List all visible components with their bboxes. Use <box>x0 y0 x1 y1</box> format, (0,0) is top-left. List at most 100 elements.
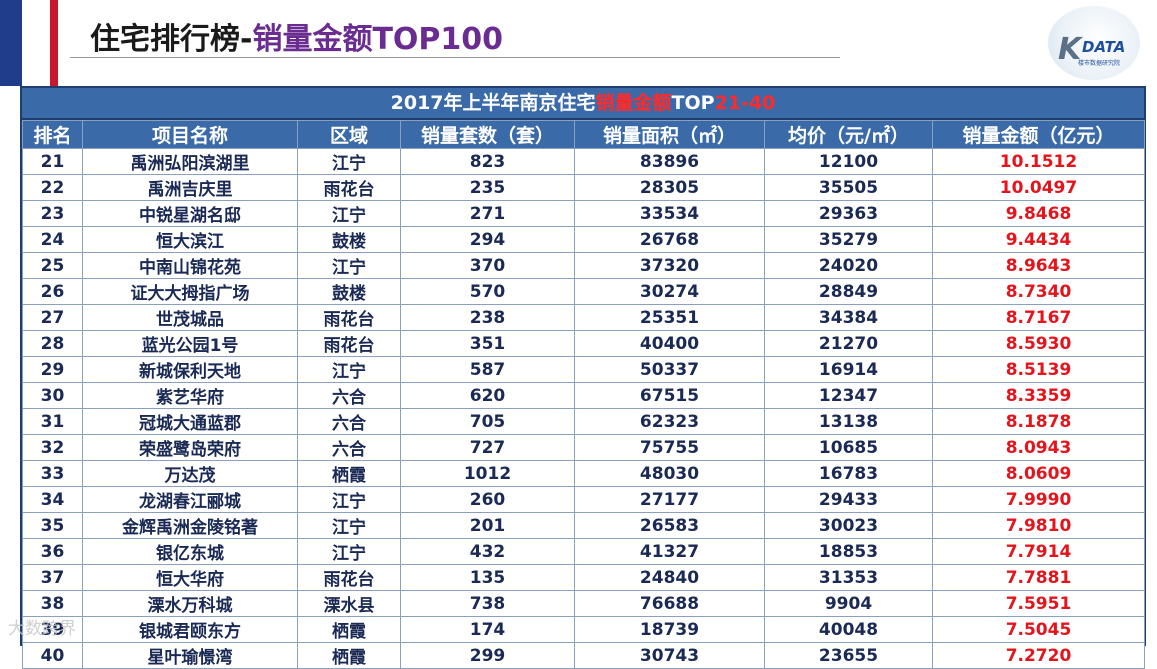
column-header-avg-price: 均价（元/㎡） <box>764 120 933 149</box>
cell-area-sold: 75755 <box>574 434 765 461</box>
cell-project-name: 禹洲弘阳滨湖里 <box>82 148 298 175</box>
cell-area-sold: 26583 <box>574 512 765 539</box>
ranking-table: 排名 项目名称 区域 销量套数（套） 销量面积（㎡） 均价（元/㎡） 销量金额（亿元） 21… <box>22 120 1145 669</box>
column-header-sales-amount: 销量金额（亿元） <box>932 120 1145 149</box>
table-row: 34 龙湖春江郦城 江宁 260 27177 29433 7.9990 <box>22 486 1145 513</box>
table-row: 38 溧水万科城 溧水县 738 76688 9904 7.5951 <box>22 590 1145 617</box>
cell-project-name: 蓝光公园1号 <box>82 330 298 357</box>
watermark-text: 大数跨界 <box>8 619 76 639</box>
cell-project-name: 禹洲吉庆里 <box>82 174 298 201</box>
cell-project-name: 溧水万科城 <box>82 590 298 617</box>
cell-project-name: 新城保利天地 <box>82 356 298 383</box>
column-header-district: 区域 <box>297 120 401 149</box>
cell-units-sold: 201 <box>400 512 575 539</box>
cell-sales-amount: 9.8468 <box>932 200 1145 227</box>
table-row: 39 银城君颐东方 栖霞 174 18739 40048 7.5045 <box>22 616 1145 643</box>
cell-district: 雨花台 <box>297 564 401 591</box>
cell-avg-price: 35279 <box>764 226 933 253</box>
cell-sales-amount: 8.7167 <box>932 304 1145 331</box>
table-row: 22 禹洲吉庆里 雨花台 235 28305 35505 10.0497 <box>22 174 1145 201</box>
cell-units-sold: 727 <box>400 434 575 461</box>
cell-district: 溧水县 <box>297 590 401 617</box>
table-row: 37 恒大华府 雨花台 135 24840 31353 7.7881 <box>22 564 1145 591</box>
cell-avg-price: 13138 <box>764 408 933 435</box>
table-row: 23 中锐星湖名邸 江宁 271 33534 29363 9.8468 <box>22 200 1145 227</box>
cell-avg-price: 9904 <box>764 590 933 617</box>
cell-units-sold: 135 <box>400 564 575 591</box>
cell-rank: 26 <box>22 278 83 305</box>
cell-district: 栖霞 <box>297 616 401 643</box>
cell-district: 江宁 <box>297 252 401 279</box>
table-row: 21 禹洲弘阳滨湖里 江宁 823 83896 12100 10.1512 <box>22 148 1145 175</box>
cell-rank: 31 <box>22 408 83 435</box>
cell-project-name: 中南山锦花苑 <box>82 252 298 279</box>
cell-district: 六合 <box>297 382 401 409</box>
table-row: 40 星叶瑜憬湾 栖霞 299 30743 23655 7.2720 <box>22 642 1145 669</box>
cell-project-name: 金辉禹洲金陵铭著 <box>82 512 298 539</box>
cell-project-name: 龙湖春江郦城 <box>82 486 298 513</box>
cell-project-name: 银亿东城 <box>82 538 298 565</box>
cell-area-sold: 40400 <box>574 330 765 357</box>
cell-rank: 23 <box>22 200 83 227</box>
cell-units-sold: 174 <box>400 616 575 643</box>
cell-district: 雨花台 <box>297 174 401 201</box>
cell-units-sold: 235 <box>400 174 575 201</box>
cell-units-sold: 587 <box>400 356 575 383</box>
cell-sales-amount: 9.4434 <box>932 226 1145 253</box>
cell-avg-price: 29363 <box>764 200 933 227</box>
cell-area-sold: 76688 <box>574 590 765 617</box>
cell-district: 江宁 <box>297 538 401 565</box>
cell-avg-price: 30023 <box>764 512 933 539</box>
cell-avg-price: 34384 <box>764 304 933 331</box>
cell-rank: 34 <box>22 486 83 513</box>
cell-district: 鼓楼 <box>297 226 401 253</box>
table-row: 29 新城保利天地 江宁 587 50337 16914 8.5139 <box>22 356 1145 383</box>
cell-avg-price: 16914 <box>764 356 933 383</box>
cell-rank: 39 <box>22 616 83 643</box>
cell-sales-amount: 7.7914 <box>932 538 1145 565</box>
cell-sales-amount: 7.2720 <box>932 642 1145 669</box>
cell-project-name: 证大大拇指广场 <box>82 278 298 305</box>
cell-sales-amount: 8.3359 <box>932 382 1145 409</box>
cell-project-name: 中锐星湖名邸 <box>82 200 298 227</box>
caption-range: 21-40 <box>714 92 776 114</box>
cell-sales-amount: 8.9643 <box>932 252 1145 279</box>
caption-mid: TOP <box>671 92 715 114</box>
cell-area-sold: 24840 <box>574 564 765 591</box>
table-row: 36 银亿东城 江宁 432 41327 18853 7.7914 <box>22 538 1145 565</box>
cell-units-sold: 260 <box>400 486 575 513</box>
cell-avg-price: 24020 <box>764 252 933 279</box>
cell-rank: 37 <box>22 564 83 591</box>
cell-sales-amount: 10.0497 <box>932 174 1145 201</box>
cell-project-name: 世茂城品 <box>82 304 298 331</box>
cell-sales-amount: 7.9810 <box>932 512 1145 539</box>
column-header-area-sold: 销量面积（㎡） <box>574 120 765 149</box>
cell-avg-price: 18853 <box>764 538 933 565</box>
cell-rank: 27 <box>22 304 83 331</box>
cell-rank: 33 <box>22 460 83 487</box>
cell-area-sold: 50337 <box>574 356 765 383</box>
cell-units-sold: 299 <box>400 642 575 669</box>
cell-district: 栖霞 <box>297 460 401 487</box>
cell-units-sold: 432 <box>400 538 575 565</box>
cell-rank: 29 <box>22 356 83 383</box>
table-row: 33 万达茂 栖霞 1012 48030 16783 8.0609 <box>22 460 1145 487</box>
cell-rank: 38 <box>22 590 83 617</box>
cell-sales-amount: 8.0609 <box>932 460 1145 487</box>
cell-district: 栖霞 <box>297 642 401 669</box>
cell-sales-amount: 8.1878 <box>932 408 1145 435</box>
page-title-main: 住宅排行榜- <box>90 22 253 57</box>
logo-text: DATA <box>1082 38 1126 56</box>
table-row: 26 证大大拇指广场 鼓楼 570 30274 28849 8.7340 <box>22 278 1145 305</box>
cell-area-sold: 62323 <box>574 408 765 435</box>
cell-rank: 35 <box>22 512 83 539</box>
cell-area-sold: 28305 <box>574 174 765 201</box>
table-body: 21 禹洲弘阳滨湖里 江宁 823 83896 12100 10.1512 22 禹洲吉庆里 雨花… <box>22 148 1145 669</box>
cell-area-sold: 37320 <box>574 252 765 279</box>
cell-district: 六合 <box>297 408 401 435</box>
cell-sales-amount: 8.5930 <box>932 330 1145 357</box>
cell-area-sold: 83896 <box>574 148 765 175</box>
cell-project-name: 冠城大通蓝郡 <box>82 408 298 435</box>
cell-units-sold: 705 <box>400 408 575 435</box>
cell-district: 江宁 <box>297 486 401 513</box>
